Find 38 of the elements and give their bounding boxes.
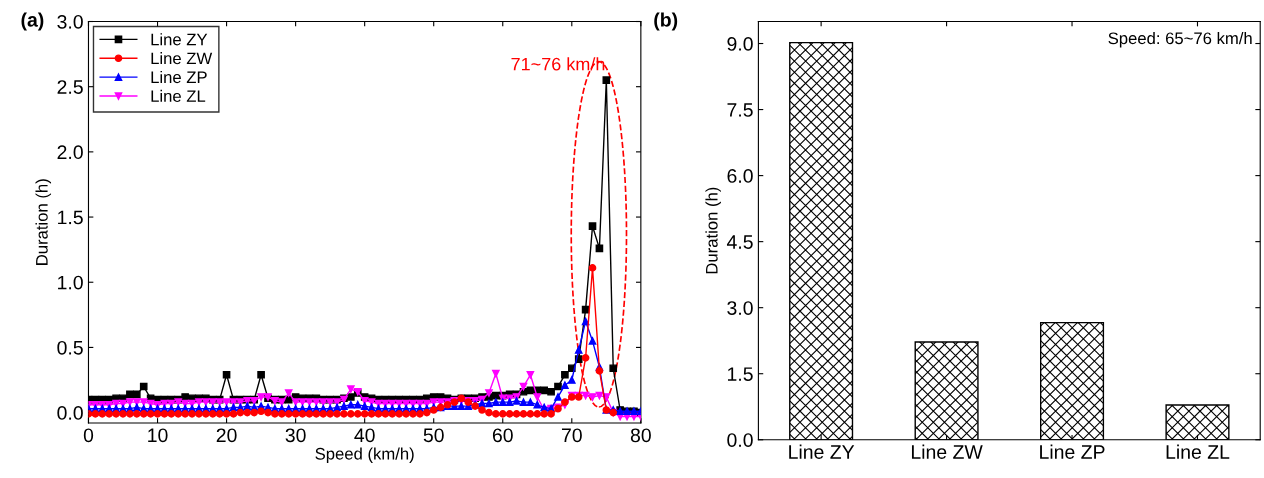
y-tick-label: 3.0 [727,301,753,315]
x-tick-label: Line ZY [789,444,855,459]
x-tick-label: 60 [492,428,513,443]
x-tick-label: Line ZL [1166,444,1230,459]
y-tick-label: 9.0 [727,36,753,51]
text: (b) [654,12,678,31]
y-tick-label: 1.5 [58,210,83,225]
legend-label: Line ZL [151,89,206,103]
legend-label: Line ZP [151,70,207,84]
y-tick-label: 4.5 [726,235,753,249]
x-tick-label: 70 [561,428,582,443]
annotation: 71~76 km/h [511,57,605,71]
y-tick-label: 0.5 [57,340,83,355]
text: (a) [21,12,44,31]
legend-label: Line ZY [151,33,208,46]
y-tick-label: 1.0 [58,275,83,290]
y-axis-title: Duration (h) [35,179,52,265]
x-tick-label: Line ZP [1040,444,1105,459]
y-tick-label: 2.0 [57,145,83,160]
x-tick-label: Line ZW [911,444,983,459]
y-axis-title: Duration (h) [705,187,721,274]
x-tick-label: 80 [630,428,651,443]
annotation: Speed: 65~76 km/h [1108,31,1252,48]
x-axis-title: Speed (km/h) [315,447,414,463]
y-tick-label: 6.0 [727,169,753,183]
x-tick-label: 30 [285,428,306,443]
y-tick-label: 1.5 [727,367,753,381]
x-tick-label: 50 [423,428,444,443]
y-tick-label: 3.0 [57,14,83,29]
y-tick-label: 2.5 [57,80,83,94]
x-tick-label: 0 [83,428,94,443]
x-tick-label: 20 [216,428,237,443]
x-tick-label: 10 [148,428,168,443]
y-tick-label: 0.0 [727,433,753,447]
y-tick-label: 7.5 [727,103,753,117]
legend-label: Line ZW [151,52,213,65]
x-tick-label: 40 [354,428,375,443]
y-tick-label: 0.0 [57,406,83,420]
